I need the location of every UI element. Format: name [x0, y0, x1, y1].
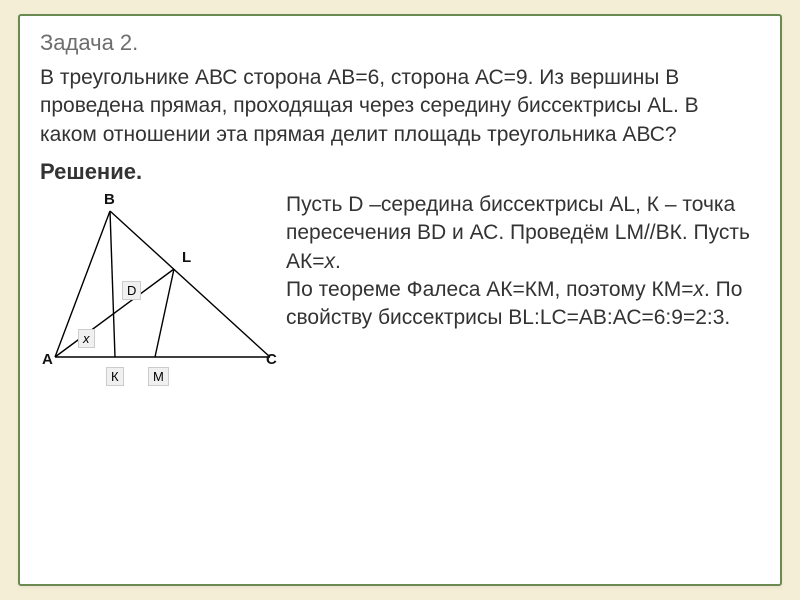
solution-label: Решение. [40, 159, 760, 185]
slide-card: Задача 2. В треугольнике АВС сторона АВ=… [18, 14, 782, 586]
label-L: L [182, 249, 191, 266]
sol-v1: х [325, 250, 336, 273]
label-C: С [266, 351, 277, 368]
lower-row: В L А С D х К М Пусть D –середина биссек… [40, 187, 760, 407]
label-A: А [42, 351, 53, 368]
label-B: В [104, 191, 115, 208]
solution-text: Пусть D –середина биссектрисы AL, К – то… [286, 187, 760, 333]
sol-v2: х [694, 278, 705, 301]
sol-p1: Пусть D –середина биссектрисы AL, К – то… [286, 193, 750, 273]
label-K: К [106, 367, 124, 386]
sol-p2: . [335, 250, 341, 273]
task-title: Задача 2. [40, 30, 760, 56]
label-M: М [148, 367, 169, 386]
content-area: Задача 2. В треугольнике АВС сторона АВ=… [20, 16, 780, 407]
sol-p3: По теореме Фалеса АК=КМ, поэтому КМ= [286, 278, 694, 301]
triangle-svg [40, 187, 286, 397]
label-x: х [78, 329, 95, 348]
triangle-figure: В L А С D х К М [40, 187, 286, 407]
label-D: D [122, 281, 141, 300]
task-body: В треугольнике АВС сторона АВ=6, сторона… [40, 64, 760, 149]
